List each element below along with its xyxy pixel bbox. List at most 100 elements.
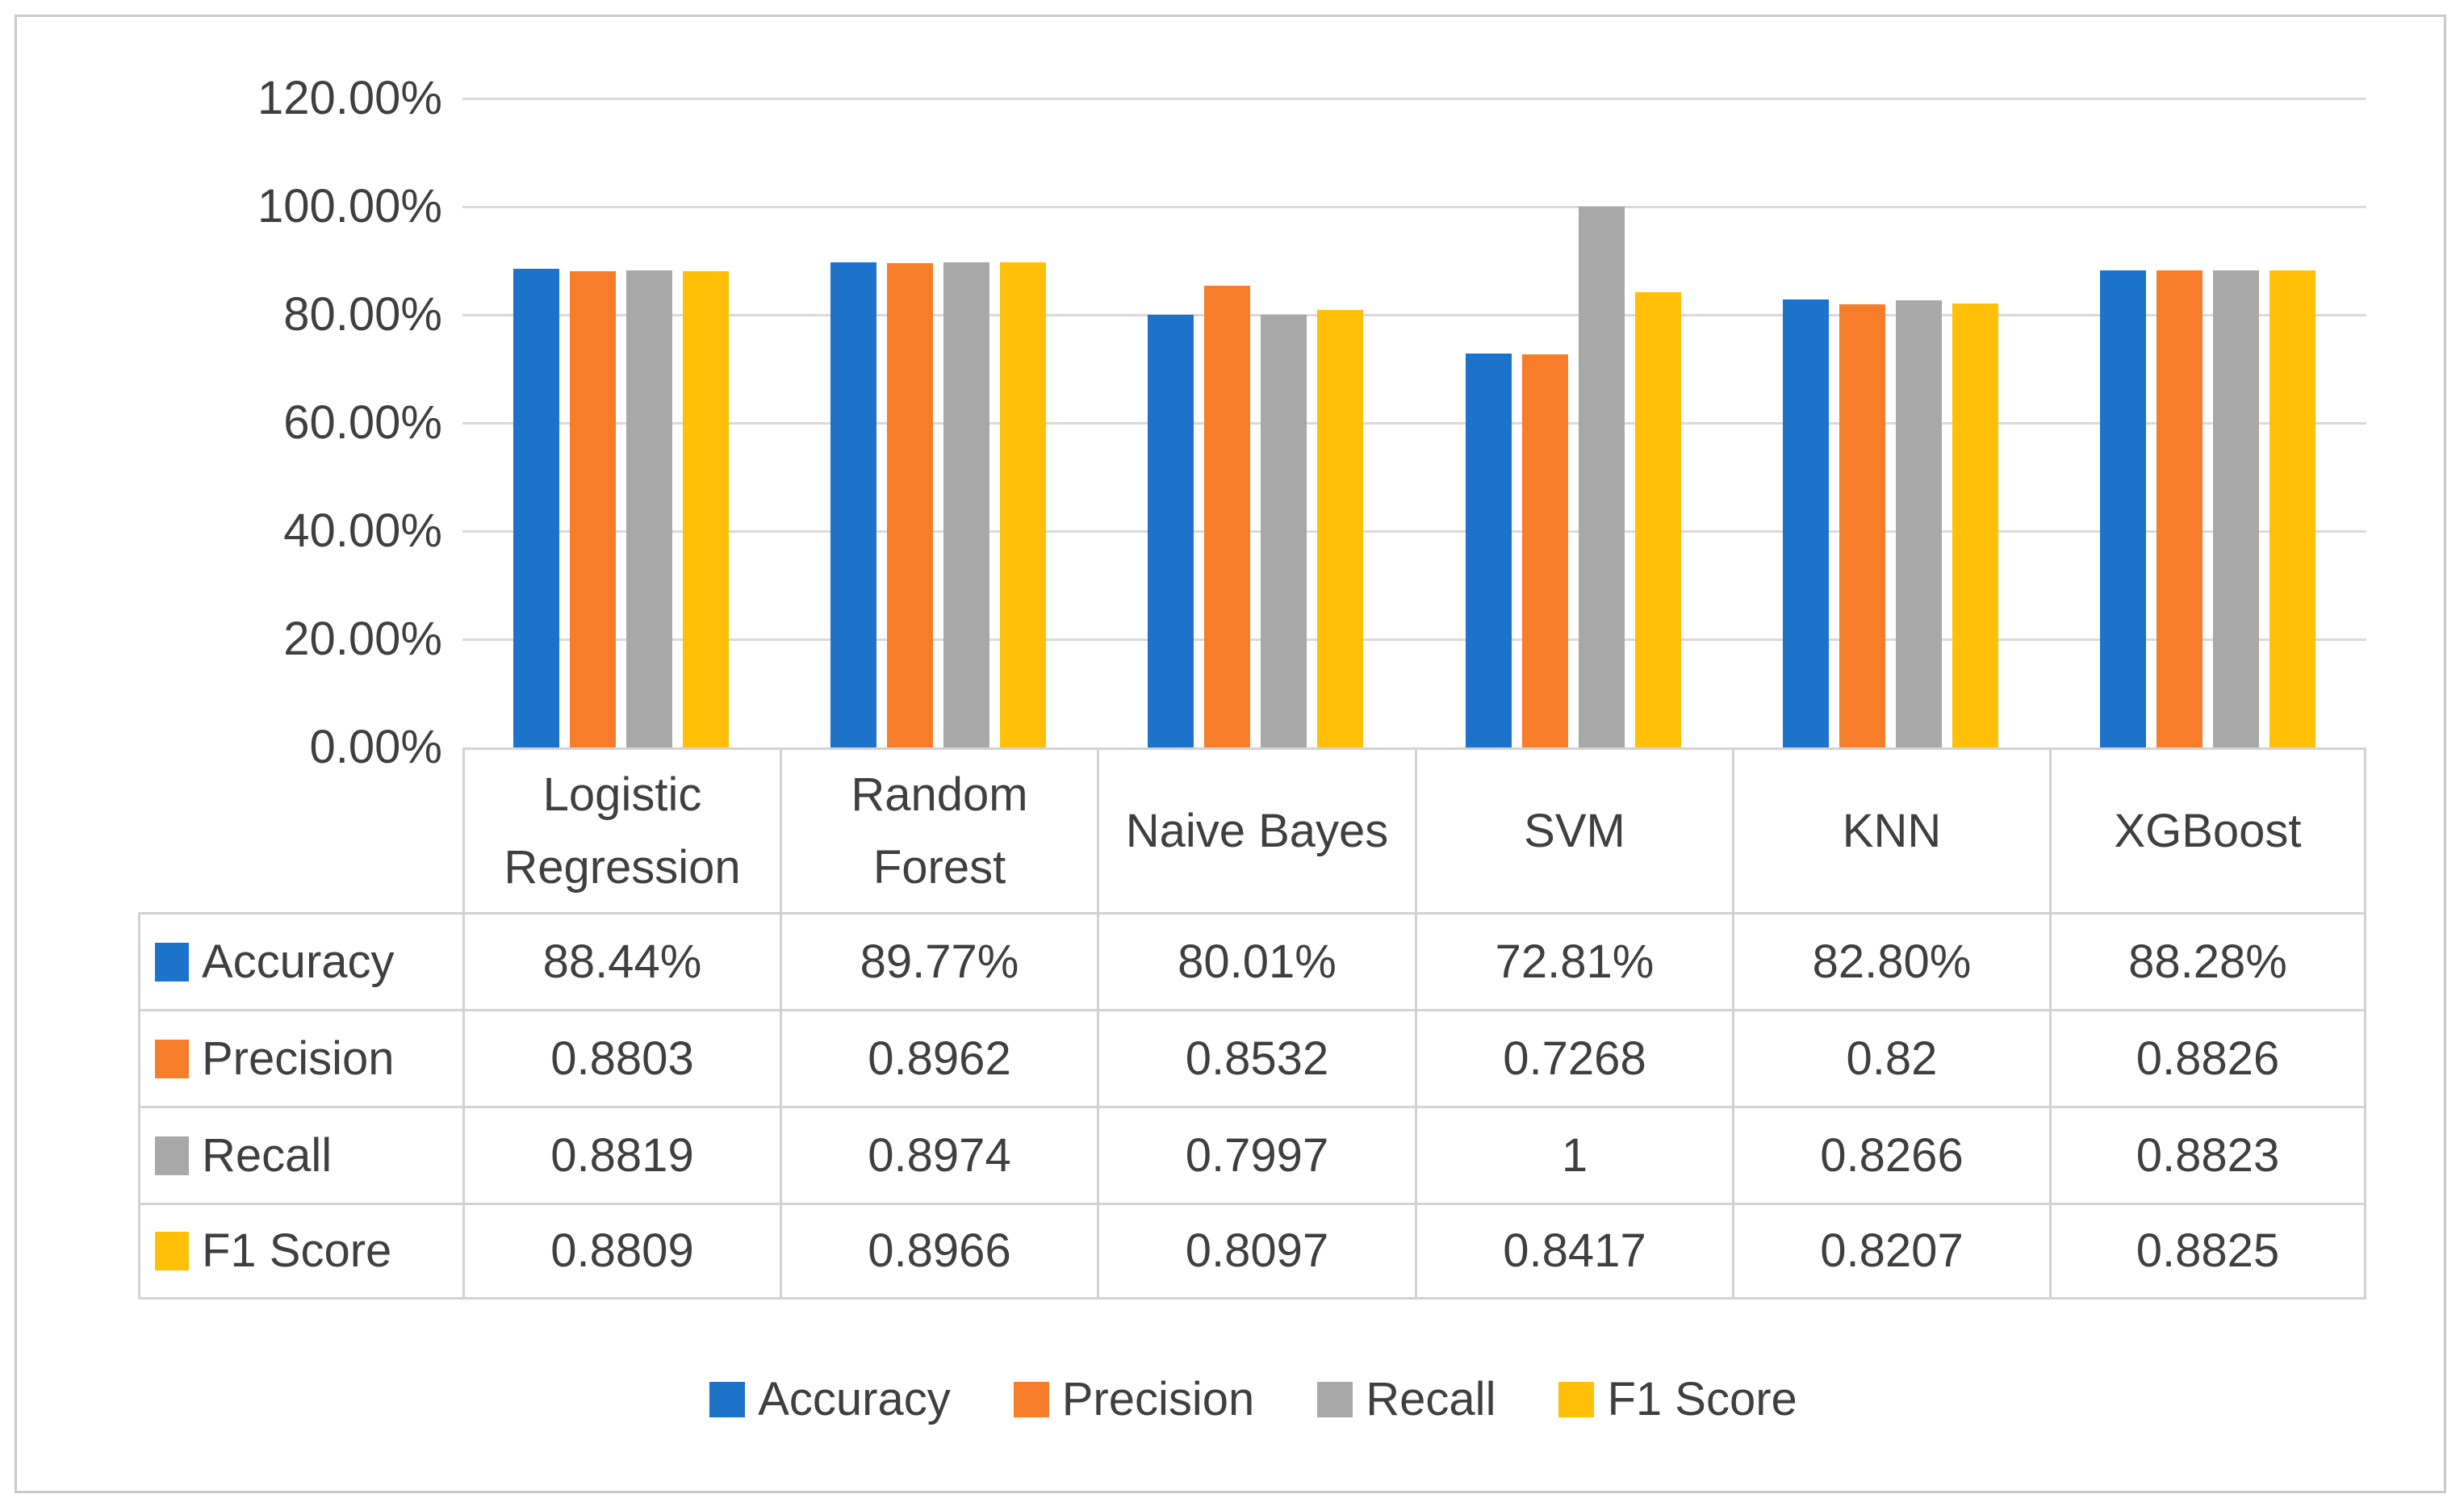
table-value-cell: 88.44%	[462, 912, 780, 1009]
series-name: Recall	[202, 1128, 333, 1182]
table-value: 0.8825	[2136, 1224, 2280, 1278]
table-value-cell: 0.8266	[1732, 1106, 2049, 1203]
table-header-random-forest: Random Forest	[780, 747, 1097, 912]
table-header-logistic-regression: Logistic Regression	[462, 747, 780, 912]
table-value-cell: 0.8962	[780, 1009, 1097, 1106]
legend-swatch	[1317, 1381, 1353, 1417]
legend-label: F1 Score	[1607, 1373, 1797, 1425]
y-axis-tick-label: 20.00%	[283, 613, 442, 665]
table-header-knn: KNN	[1732, 747, 2049, 912]
bar-accuracy-naive-bayes	[1148, 315, 1194, 747]
table-value: 0.8974	[868, 1128, 1011, 1182]
y-axis-tick-label: 120.00%	[257, 72, 442, 124]
series-key-swatch	[155, 942, 189, 982]
figure-border	[15, 15, 2446, 1493]
table-value: 72.81%	[1495, 935, 1655, 988]
legend-swatch	[709, 1381, 746, 1417]
chart-legend: Accuracy Precision Recall F1 Score	[140, 1372, 2367, 1426]
table-value-cell: 0.8974	[780, 1106, 1097, 1203]
gridline	[462, 638, 2366, 641]
table-value-cell: 0.7997	[1097, 1106, 1415, 1203]
table-value: 0.8097	[1185, 1224, 1329, 1278]
series-name: Precision	[202, 1032, 395, 1085]
table-header-label: KNN	[1842, 804, 1942, 857]
bar-f1-score-logistic-regression	[683, 271, 729, 747]
table-value: 0.82	[1846, 1032, 1938, 1085]
table-value-cell: 0.8207	[1732, 1203, 2049, 1300]
bar-recall-xgboost	[2213, 270, 2259, 747]
table-value: 80.01%	[1178, 935, 1337, 988]
bar-recall-svm	[1579, 207, 1625, 747]
table-value: 0.7997	[1185, 1128, 1329, 1182]
table-header-label: SVM	[1524, 804, 1625, 857]
series-name: Accuracy	[202, 935, 395, 988]
table-row-label-f1-score: F1 Score	[138, 1203, 462, 1300]
table-value: 88.28%	[2128, 935, 2287, 988]
table-value: 0.8266	[1820, 1128, 1964, 1182]
table-row-label-precision: Precision	[138, 1009, 462, 1106]
gridline	[462, 314, 2366, 316]
table-header-naive-bayes: Naive Bayes	[1097, 747, 1415, 912]
gridline	[462, 530, 2366, 533]
bar-accuracy-logistic-regression	[513, 269, 559, 747]
y-axis-tick-label: 60.00%	[283, 396, 442, 449]
table-value-cell: 0.7268	[1415, 1009, 1732, 1106]
table-value-cell: 0.82	[1732, 1009, 2049, 1106]
table-value: 0.8532	[1185, 1032, 1329, 1085]
legend-label: Precision	[1061, 1373, 1255, 1425]
table-value: 0.8823	[2136, 1128, 2280, 1182]
bar-precision-naive-bayes	[1204, 286, 1250, 747]
table-row-label-recall: Recall	[138, 1106, 462, 1203]
bar-f1-score-xgboost	[2269, 270, 2315, 747]
bar-recall-logistic-regression	[626, 270, 672, 747]
bar-f1-score-knn	[1952, 303, 1998, 747]
bar-accuracy-xgboost	[2100, 270, 2146, 747]
legend-item-precision: Precision	[1013, 1372, 1255, 1426]
bar-precision-knn	[1839, 304, 1885, 747]
table-value: 0.8417	[1503, 1224, 1646, 1278]
series-name: F1 Score	[202, 1224, 392, 1278]
bar-accuracy-knn	[1783, 299, 1829, 747]
table-value-cell: 0.8966	[780, 1203, 1097, 1300]
table-value-cell: 0.8823	[2049, 1106, 2366, 1203]
gridline	[462, 422, 2366, 425]
table-value: 0.8966	[868, 1224, 1011, 1278]
table-header-label: Logistic Regression	[504, 768, 741, 894]
bar-recall-knn	[1896, 300, 1942, 747]
table-value-cell: 88.28%	[2049, 912, 2366, 1009]
y-axis-tick-label: 100.00%	[257, 180, 442, 232]
table-value-cell: 0.8826	[2049, 1009, 2366, 1106]
table-header-svm: SVM	[1415, 747, 1732, 912]
table-value: 0.8207	[1820, 1224, 1964, 1278]
table-value-cell: 0.8819	[462, 1106, 780, 1203]
legend-item-recall: Recall	[1317, 1372, 1496, 1426]
bar-f1-score-svm	[1635, 292, 1681, 747]
table-value-cell: 0.8803	[462, 1009, 780, 1106]
bar-accuracy-random-forest	[830, 262, 876, 747]
table-header-label: XGBoost	[2114, 804, 2302, 857]
table-value: 0.8962	[868, 1032, 1011, 1085]
table-value-cell: 0.8532	[1097, 1009, 1415, 1106]
table-header-xgboost: XGBoost	[2049, 747, 2366, 912]
table-value-cell: 0.8825	[2049, 1203, 2366, 1300]
bar-f1-score-random-forest	[1000, 262, 1046, 747]
table-value: 89.77%	[860, 935, 1019, 988]
bar-accuracy-svm	[1466, 354, 1512, 747]
series-key-swatch	[155, 1232, 189, 1270]
table-value-cell: 0.8097	[1097, 1203, 1415, 1300]
y-axis-tick-label: 0.00%	[309, 721, 442, 773]
table-value: 0.8803	[550, 1032, 694, 1085]
legend-swatch	[1558, 1381, 1595, 1417]
table-header-label: Naive Bayes	[1125, 804, 1389, 857]
table-value-cell: 72.81%	[1415, 912, 1732, 1009]
legend-swatch	[1013, 1381, 1049, 1417]
series-key-swatch	[155, 1039, 189, 1078]
bar-precision-random-forest	[887, 263, 933, 747]
bar-precision-logistic-regression	[570, 271, 616, 747]
table-value-cell: 89.77%	[780, 912, 1097, 1009]
table-value: 1	[1561, 1128, 1588, 1182]
table-value: 0.7268	[1503, 1032, 1646, 1085]
bar-precision-svm	[1522, 354, 1568, 747]
bar-recall-naive-bayes	[1261, 315, 1307, 747]
